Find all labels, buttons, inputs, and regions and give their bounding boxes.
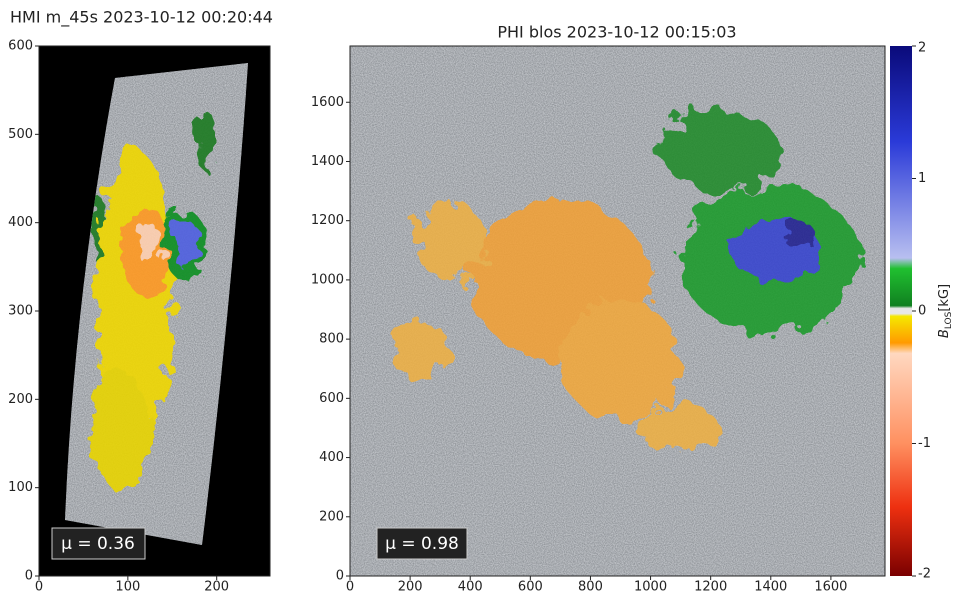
phi-image xyxy=(350,46,885,576)
colorbar-tick-label: 2 xyxy=(918,41,926,56)
x-tick-label: 1000 xyxy=(634,580,667,591)
annotation: μ = 0.36 xyxy=(61,534,135,554)
label-unit: [kG] xyxy=(937,284,952,312)
y-tick-label: 800 xyxy=(319,332,344,347)
colorbar-label: BLOS[kG] xyxy=(937,284,954,338)
x-tick-label: 1200 xyxy=(694,580,727,591)
y-tick-label: 200 xyxy=(319,509,344,524)
label-sub: LOS xyxy=(944,311,954,329)
y-tick-label: 600 xyxy=(319,391,344,406)
colorbar-tick-label: -1 xyxy=(918,436,931,451)
y-tick-label: 200 xyxy=(8,392,33,407)
colorbar xyxy=(890,46,912,576)
y-tick-label: 300 xyxy=(8,304,33,319)
figure: HMI m_45s 2023-10-12 00:20:44 PHI blos 2… xyxy=(0,0,955,591)
x-tick-label: 200 xyxy=(204,580,229,591)
y-tick-label: 1400 xyxy=(311,154,344,169)
hmi-image xyxy=(39,46,270,576)
x-tick-label: 200 xyxy=(398,580,423,591)
x-tick-label: 0 xyxy=(346,580,354,591)
x-tick-label: 800 xyxy=(578,580,603,591)
x-tick-label: 1600 xyxy=(814,580,847,591)
chart-title: HMI m_45s 2023-10-12 00:20:44 xyxy=(10,8,273,28)
colorbar-tick-label: -2 xyxy=(918,567,931,582)
y-tick-label: 0 xyxy=(336,569,344,584)
colorbar-tick-label: 1 xyxy=(918,171,926,186)
y-tick-label: 600 xyxy=(8,39,33,54)
x-tick-label: 400 xyxy=(458,580,483,591)
y-tick-label: 100 xyxy=(8,480,33,495)
y-tick-label: 400 xyxy=(319,450,344,465)
label-base: B xyxy=(937,329,952,338)
y-tick-label: 1600 xyxy=(311,95,344,110)
y-tick-label: 500 xyxy=(8,127,33,142)
x-tick-label: 600 xyxy=(518,580,543,591)
x-tick-label: 1400 xyxy=(754,580,787,591)
y-tick-label: 1200 xyxy=(311,213,344,228)
x-tick-label: 100 xyxy=(115,580,140,591)
colorbar-tick-label: 0 xyxy=(918,304,926,319)
page: HMI m_45s 2023-10-12 00:20:44 PHI blos 2… xyxy=(0,0,955,591)
y-tick-label: 1000 xyxy=(311,272,344,287)
y-tick-label: 400 xyxy=(8,215,33,230)
y-tick-label: 0 xyxy=(25,569,33,584)
x-tick-label: 0 xyxy=(35,580,43,591)
annotation: μ = 0.98 xyxy=(385,534,459,554)
chart-title: PHI blos 2023-10-12 00:15:03 xyxy=(497,23,736,42)
